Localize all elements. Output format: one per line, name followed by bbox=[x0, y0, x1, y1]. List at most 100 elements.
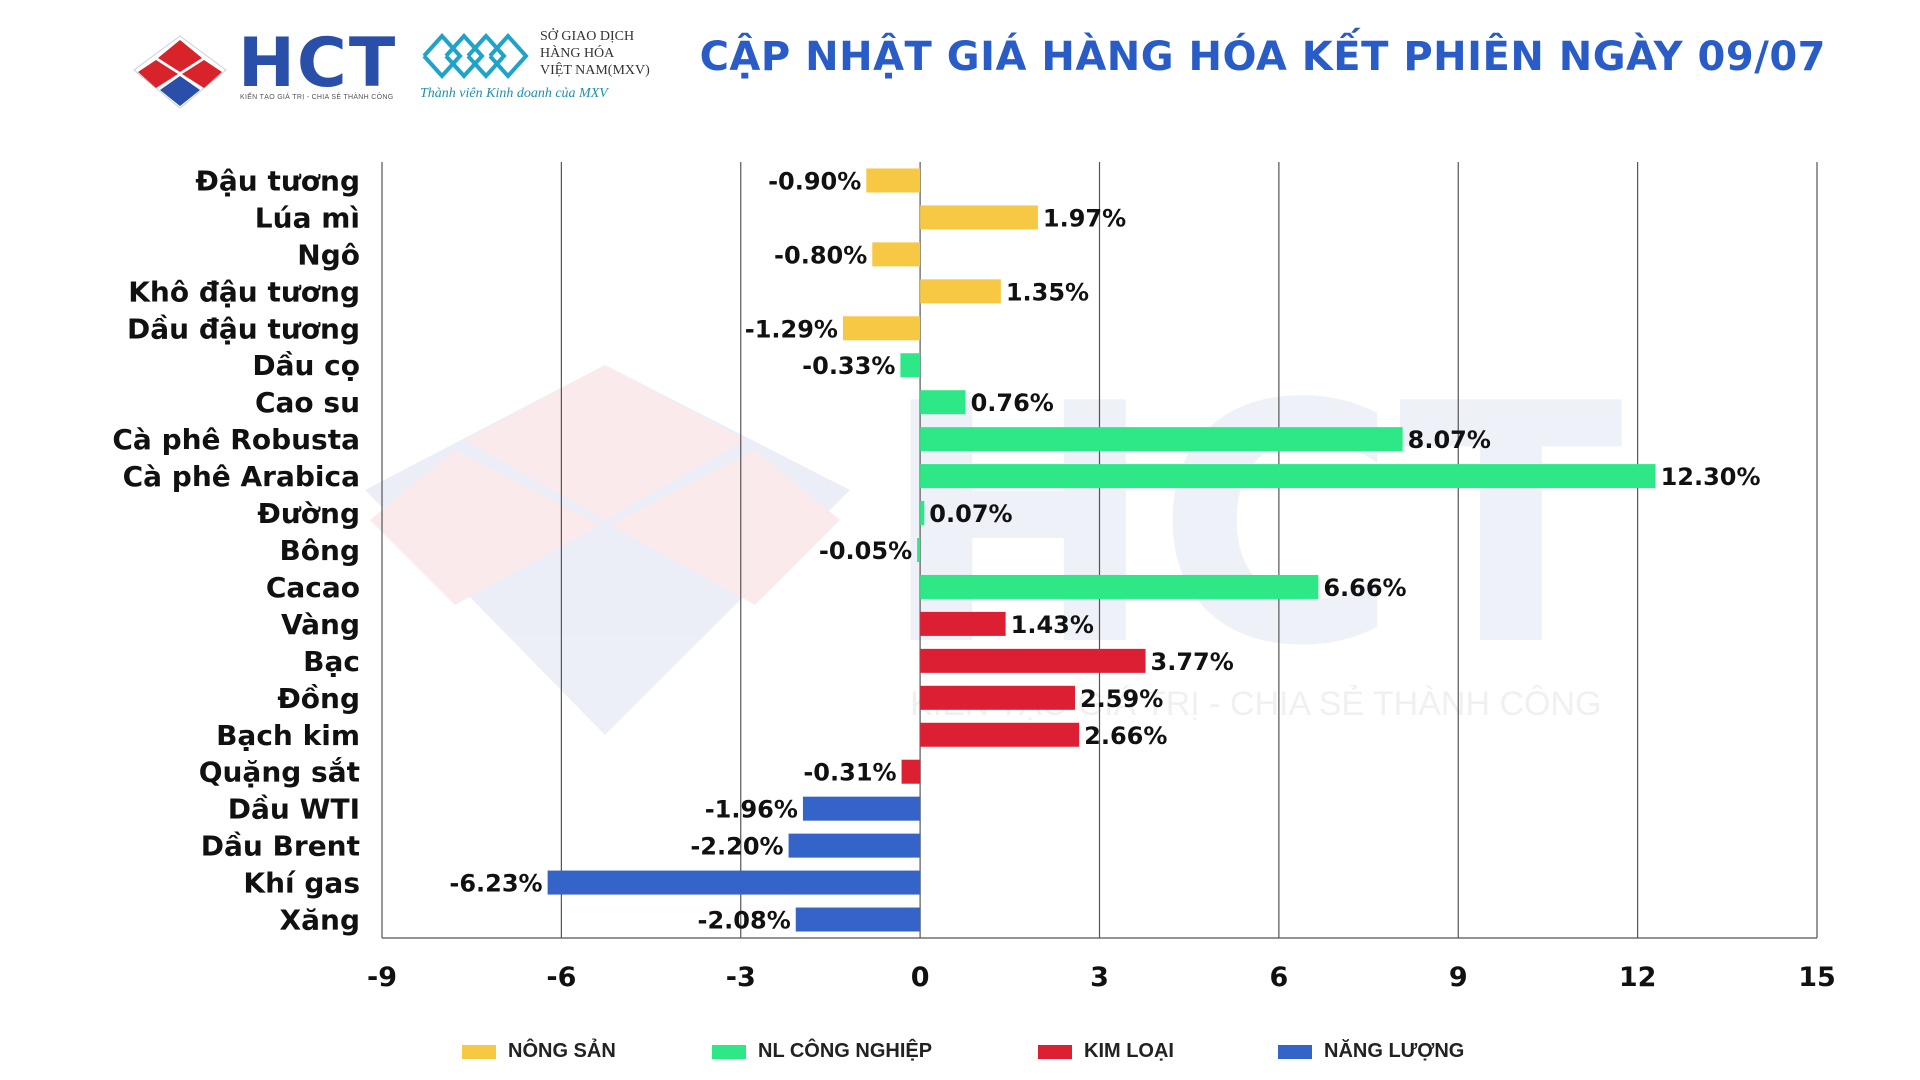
x-tick-label: -6 bbox=[546, 962, 576, 993]
category-label: Quặng sắt bbox=[199, 756, 360, 789]
bar bbox=[920, 648, 1146, 673]
legend-swatch bbox=[1278, 1044, 1312, 1059]
legend-swatch bbox=[462, 1044, 496, 1059]
mxv-name-line: SỞ GIAO DỊCH bbox=[540, 29, 635, 44]
mxv-name-line: HÀNG HÓA bbox=[540, 46, 615, 61]
value-label: 1.35% bbox=[1006, 278, 1089, 306]
category-label: Cà phê Robusta bbox=[112, 423, 360, 456]
bar bbox=[900, 353, 921, 378]
bar bbox=[788, 833, 921, 858]
bar bbox=[842, 316, 921, 341]
mxv-name: SỞ GIAO DỊCH HÀNG HÓA VIỆT NAM(MXV) bbox=[540, 28, 660, 79]
legend-label: NĂNG LƯỢNG bbox=[1324, 1040, 1465, 1062]
value-label: 0.76% bbox=[971, 389, 1054, 417]
category-label: Cà phê Arabica bbox=[123, 460, 360, 493]
bar bbox=[920, 464, 1656, 489]
hct-tagline: KIẾN TẠO GIÁ TRỊ - CHIA SẺ THÀNH CÔNG bbox=[240, 94, 394, 101]
category-labels: Đậu tương Lúa mì Ngô Khô đậu tương Dầu đậu t… bbox=[112, 164, 360, 936]
category-label: Dầu Brent bbox=[201, 830, 360, 863]
legend-item: NL CÔNG NGHIỆP bbox=[712, 1040, 932, 1063]
header: HCT KIẾN TẠO GIÁ TRỊ - CHIA SẺ THÀNH CÔN… bbox=[0, 0, 1920, 120]
category-label: Bông bbox=[279, 534, 360, 567]
value-labels: -0.90% 1.97% -0.80% 1.35% -1.29% -0.33% 0.76% 8… bbox=[449, 167, 1760, 934]
category-label: Dầu cọ bbox=[252, 349, 360, 382]
mxv-name-line: VIỆT NAM(MXV) bbox=[540, 63, 650, 78]
value-label: 0.07% bbox=[929, 500, 1012, 528]
category-label: Bạch kim bbox=[216, 719, 360, 752]
category-label: Cao su bbox=[255, 386, 360, 419]
category-label: Khí gas bbox=[243, 867, 360, 900]
legend-item: KIM LOẠI bbox=[1038, 1040, 1174, 1063]
category-label: Dầu đậu tương bbox=[127, 312, 360, 345]
mxv-member-text: Thành viên Kinh doanh của MXV bbox=[420, 86, 608, 101]
bar bbox=[920, 427, 1403, 452]
value-label: 2.66% bbox=[1084, 722, 1167, 750]
bar bbox=[917, 538, 921, 562]
grid-lines bbox=[381, 162, 1818, 939]
value-label: -0.90% bbox=[768, 167, 861, 195]
bar bbox=[920, 611, 1006, 636]
bar bbox=[920, 685, 1075, 710]
category-label: Đồng bbox=[277, 682, 360, 715]
legend-item: NĂNG LƯỢNG bbox=[1278, 1040, 1464, 1063]
bar bbox=[920, 279, 1001, 304]
category-label: Khô đậu tương bbox=[128, 275, 360, 308]
legend-label: NL CÔNG NGHIỆP bbox=[758, 1040, 933, 1062]
legend-label: KIM LOẠI bbox=[1084, 1040, 1174, 1062]
bar bbox=[920, 390, 966, 415]
bar bbox=[795, 907, 921, 932]
x-tick-label: -3 bbox=[726, 962, 756, 993]
x-tick-label: -9 bbox=[367, 962, 397, 993]
legend-label: NÔNG SẢN bbox=[508, 1040, 616, 1062]
category-label: Đậu tương bbox=[195, 164, 360, 197]
bar bbox=[901, 759, 921, 784]
value-label: -1.29% bbox=[745, 315, 838, 343]
x-tick-label: 12 bbox=[1619, 962, 1657, 993]
category-label: Bạc bbox=[303, 645, 360, 678]
value-label: -0.33% bbox=[802, 352, 895, 380]
legend-swatch bbox=[712, 1044, 746, 1059]
bar bbox=[920, 501, 925, 526]
category-label: Dầu WTI bbox=[228, 793, 360, 826]
value-label: -1.96% bbox=[705, 796, 798, 824]
value-label: 12.30% bbox=[1661, 463, 1761, 491]
legend: NÔNG SẢN NL CÔNG NGHIỆP KIM LOẠI NĂNG LƯỢNG bbox=[0, 1040, 1920, 1070]
bar bbox=[866, 168, 921, 193]
page-title: CẬP NHẬT GIÁ HÀNG HÓA KẾT PHIÊN NGÀY 09/… bbox=[699, 34, 1826, 80]
bar bbox=[872, 242, 921, 267]
mxv-logo: SỞ GIAO DỊCH HÀNG HÓA VIỆT NAM(MXV) Thàn… bbox=[420, 26, 660, 106]
category-label: Cacao bbox=[266, 571, 360, 604]
value-label: 3.77% bbox=[1151, 648, 1234, 676]
value-label: 1.97% bbox=[1043, 204, 1126, 232]
bar bbox=[920, 574, 1319, 599]
value-label: -0.05% bbox=[819, 537, 912, 565]
value-label: 2.59% bbox=[1080, 685, 1163, 713]
value-label: -2.08% bbox=[698, 907, 791, 935]
bars bbox=[547, 168, 1656, 932]
legend-swatch bbox=[1038, 1044, 1072, 1059]
bar bbox=[547, 870, 921, 895]
category-label: Xăng bbox=[280, 904, 360, 937]
bar bbox=[920, 205, 1038, 230]
x-tick-label: 0 bbox=[911, 962, 930, 993]
x-tick-label: 9 bbox=[1449, 962, 1468, 993]
value-label: -0.31% bbox=[803, 759, 896, 787]
value-label: 8.07% bbox=[1408, 426, 1491, 454]
hct-logo-text: HCT bbox=[238, 24, 398, 103]
hct-diamond-icon bbox=[133, 35, 227, 109]
x-tick-label: 6 bbox=[1269, 962, 1288, 993]
bar bbox=[920, 722, 1080, 747]
category-label: Ngô bbox=[297, 238, 360, 271]
category-label: Vàng bbox=[281, 608, 360, 641]
x-tick-label: 3 bbox=[1090, 962, 1109, 993]
value-label: -6.23% bbox=[449, 870, 542, 898]
bar bbox=[802, 796, 921, 821]
value-label: -2.20% bbox=[690, 833, 783, 861]
mxv-mark-icon bbox=[422, 33, 529, 79]
value-label: 1.43% bbox=[1011, 611, 1094, 639]
hct-logo: HCT KIẾN TẠO GIÁ TRỊ - CHIA SẺ THÀNH CÔN… bbox=[130, 24, 400, 109]
value-label: 6.66% bbox=[1323, 574, 1406, 602]
x-tick-labels: -9 -6 -3 0 3 6 9 12 15 bbox=[367, 962, 1836, 993]
category-label: Đường bbox=[257, 497, 360, 530]
